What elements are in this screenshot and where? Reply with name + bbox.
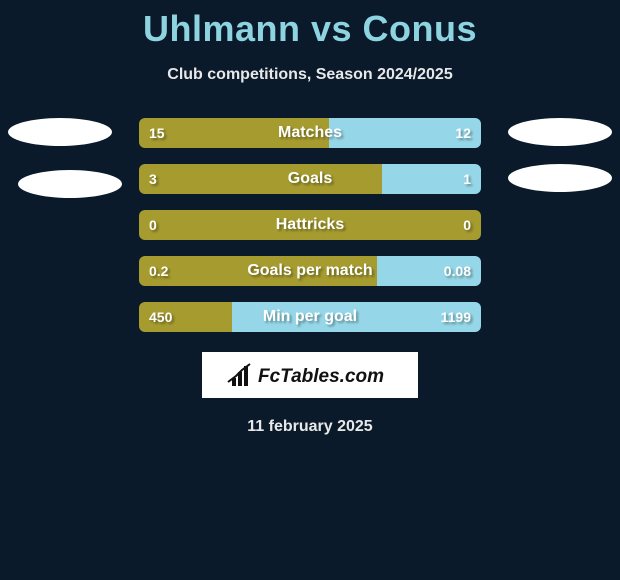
stat-label: Matches	[139, 118, 481, 148]
comparison-infographic: Uhlmann vs Conus Club competitions, Seas…	[0, 8, 620, 436]
stat-value-right: 1199	[441, 302, 471, 332]
team-left-badge	[18, 170, 122, 198]
stat-row: 0 Hattricks 0	[0, 210, 620, 240]
stat-label: Goals	[139, 164, 481, 194]
stat-label: Min per goal	[139, 302, 481, 332]
stat-row: 3 Goals 1	[0, 164, 620, 194]
stat-label: Hattricks	[139, 210, 481, 240]
source-logo: FcTables.com	[202, 352, 418, 398]
date-caption: 11 february 2025	[0, 418, 620, 436]
stat-value-right: 12	[455, 118, 471, 148]
stat-value-right: 0.08	[444, 256, 471, 286]
stat-rows: 15 Matches 12 3 Goals 1 0	[0, 118, 620, 332]
stat-label: Goals per match	[139, 256, 481, 286]
stat-row: 0.2 Goals per match 0.08	[0, 256, 620, 286]
stat-bar: 450 Min per goal 1199	[139, 302, 481, 332]
team-right-badge	[508, 118, 612, 146]
stat-row: 450 Min per goal 1199	[0, 302, 620, 332]
page-title: Uhlmann vs Conus	[0, 8, 620, 50]
team-left-badge	[8, 118, 112, 146]
stat-row: 15 Matches 12	[0, 118, 620, 148]
stat-bar: 0.2 Goals per match 0.08	[139, 256, 481, 286]
logo-text: FcTables.com	[258, 366, 384, 387]
stat-bar: 3 Goals 1	[139, 164, 481, 194]
page-subtitle: Club competitions, Season 2024/2025	[0, 66, 620, 84]
fctables-logo-icon: FcTables.com	[220, 360, 400, 390]
stat-bar: 15 Matches 12	[139, 118, 481, 148]
team-right-badge	[508, 164, 612, 192]
stat-value-right: 0	[463, 210, 471, 240]
stat-value-right: 1	[463, 164, 471, 194]
stat-bar: 0 Hattricks 0	[139, 210, 481, 240]
